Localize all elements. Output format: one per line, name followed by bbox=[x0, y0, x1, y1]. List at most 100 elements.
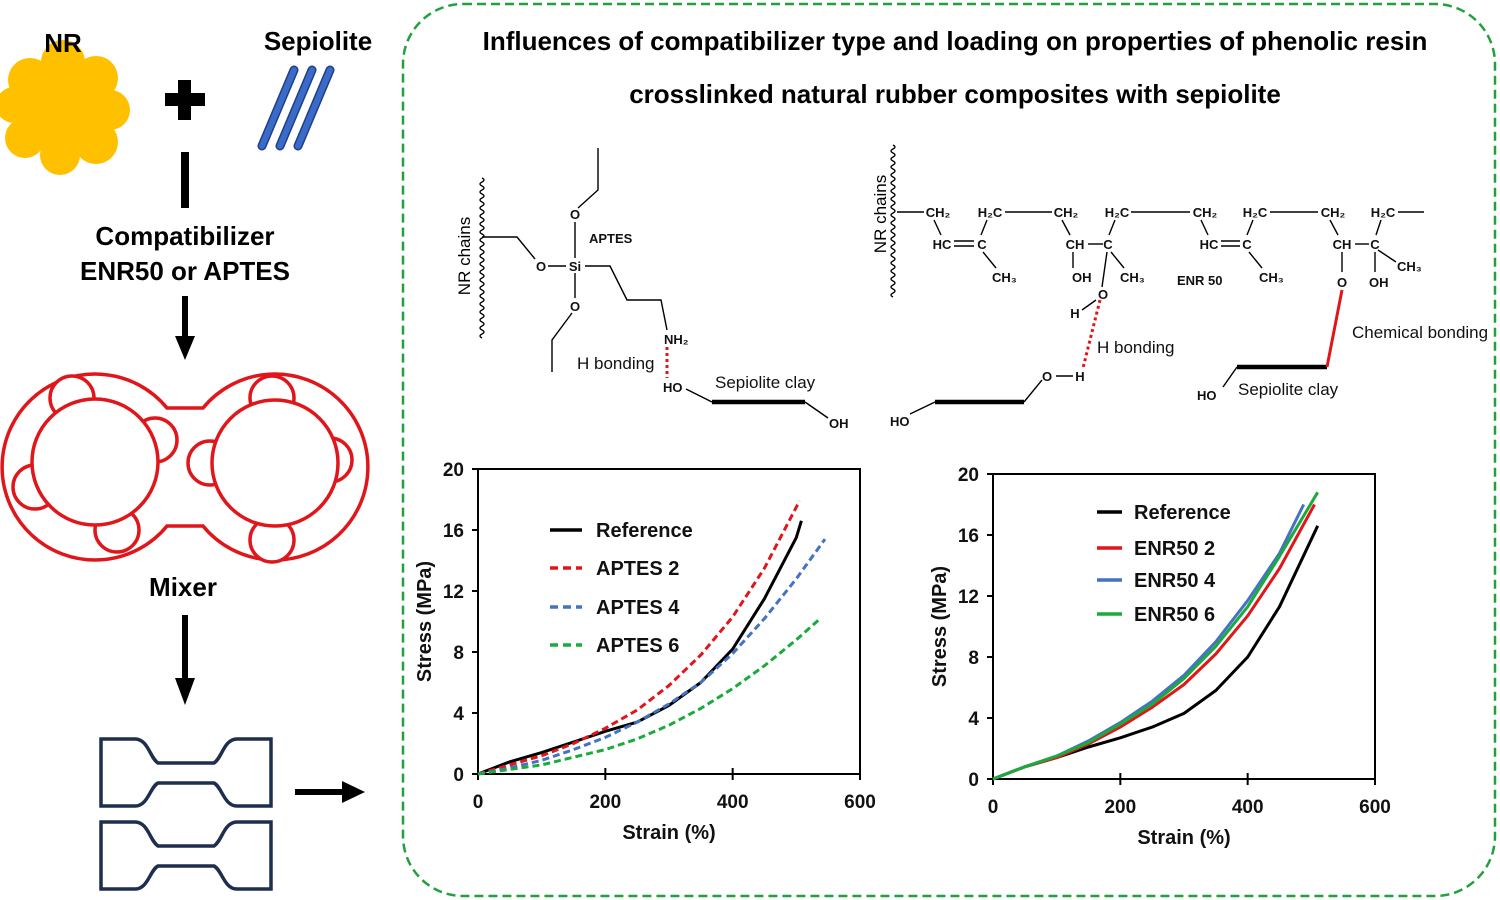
nr-chain-wavy-line bbox=[479, 177, 485, 339]
backbone-group: CH₂ bbox=[1321, 205, 1346, 220]
ch3-group: CH₃ bbox=[1397, 259, 1422, 274]
legend-label: APTES 6 bbox=[596, 635, 679, 657]
sepiolite-label: Sepiolite bbox=[264, 26, 372, 56]
y-tick-label: 16 bbox=[958, 526, 979, 547]
ho-group: HO bbox=[663, 380, 683, 395]
legend-label: Reference bbox=[1134, 502, 1231, 524]
arrow-down-icon-2 bbox=[175, 615, 195, 705]
mixer-icon bbox=[0, 372, 370, 564]
x-axis-title: Strain (%) bbox=[1137, 827, 1230, 849]
y-tick-label: 12 bbox=[443, 582, 464, 603]
x-tick-label: 400 bbox=[1232, 797, 1264, 818]
title-line-2: crosslinked natural rubber composites wi… bbox=[629, 79, 1281, 109]
backbone-group: CH₂ bbox=[1193, 205, 1218, 220]
backbone-group: CH bbox=[1333, 237, 1352, 252]
y-tick-label: 8 bbox=[968, 648, 979, 669]
nr-chains-label: NR chains bbox=[871, 175, 890, 253]
atom-o: O bbox=[536, 259, 546, 274]
backbone-group: H₂C bbox=[978, 205, 1003, 220]
backbone-group: H₂C bbox=[1243, 205, 1268, 220]
chemical-bond-line bbox=[1325, 289, 1344, 368]
enr50-label: ENR 50 bbox=[1177, 273, 1223, 288]
backbone-group: C bbox=[977, 237, 987, 252]
y-tick-label: 20 bbox=[443, 460, 464, 481]
y-tick-label: 0 bbox=[968, 770, 979, 791]
ho-group: HO bbox=[1197, 388, 1217, 403]
y-axis-title: Stress (MPa) bbox=[414, 561, 436, 682]
atom-o: O bbox=[570, 207, 580, 222]
y-tick-label: 20 bbox=[958, 465, 979, 486]
x-tick-label: 200 bbox=[589, 792, 621, 813]
oh-group: OH bbox=[829, 416, 849, 431]
plus-icon bbox=[165, 80, 205, 120]
legend-label: ENR50 2 bbox=[1134, 538, 1215, 560]
chemical-bonding-label: Chemical bonding bbox=[1352, 323, 1488, 342]
backbone-group: CH₂ bbox=[926, 205, 951, 220]
y-tick-label: 16 bbox=[443, 521, 464, 542]
x-tick-label: 0 bbox=[473, 792, 484, 813]
legend-label: ENR50 6 bbox=[1134, 604, 1215, 626]
backbone-group: CH₂ bbox=[1054, 205, 1079, 220]
x-tick-label: 600 bbox=[1359, 797, 1391, 818]
clay-o: O bbox=[1042, 369, 1052, 384]
x-axis-title: Strain (%) bbox=[622, 822, 715, 844]
aptes-label: APTES bbox=[589, 231, 633, 246]
x-tick-label: 600 bbox=[844, 792, 876, 813]
backbone-group: HC bbox=[933, 237, 952, 252]
nr-label: NR bbox=[44, 28, 82, 58]
ether-oxygen: O bbox=[1337, 275, 1347, 290]
series-line-reference bbox=[992, 525, 1320, 781]
plot-frame bbox=[992, 473, 1376, 780]
legend-label: ENR50 4 bbox=[1134, 570, 1216, 592]
results-frame bbox=[401, 2, 1497, 898]
sepiolite-clay-label: Sepiolite clay bbox=[1238, 380, 1339, 399]
nr-chain-wavy-line bbox=[890, 144, 896, 298]
y-tick-label: 0 bbox=[453, 765, 464, 786]
oh-group: OH bbox=[1369, 275, 1389, 290]
x-tick-label: 400 bbox=[717, 792, 749, 813]
compatibilizer-options: ENR50 or APTES bbox=[80, 256, 290, 286]
h-bond-line bbox=[1081, 299, 1102, 369]
clay-h: H bbox=[1075, 369, 1084, 384]
nr-chains-label: NR chains bbox=[455, 217, 474, 295]
x-tick-label: 0 bbox=[988, 797, 999, 818]
backbone-group: HC bbox=[1200, 237, 1219, 252]
ch3-group: CH₃ bbox=[992, 270, 1017, 285]
legend-label: APTES 2 bbox=[596, 558, 679, 580]
series-line-reference bbox=[477, 520, 803, 776]
legend-label: Reference bbox=[596, 520, 693, 542]
hydroxyl-h: H bbox=[1070, 306, 1079, 321]
sepiolite-clay-surface bbox=[685, 388, 713, 403]
backbone-group: CH bbox=[1066, 237, 1085, 252]
ho-group: HO bbox=[890, 414, 910, 429]
atom-si: Si bbox=[569, 259, 581, 274]
backbone-group: C bbox=[1242, 237, 1252, 252]
series-line-aptes-6 bbox=[477, 618, 820, 776]
nh2-group: NH₂ bbox=[664, 332, 689, 347]
ch3-group: CH₃ bbox=[1259, 270, 1284, 285]
backbone-group: H₂C bbox=[1105, 205, 1130, 220]
series-line-enr50-6 bbox=[992, 491, 1319, 781]
enr-scheme: NR chains bbox=[871, 144, 1488, 429]
atom-o: O bbox=[570, 299, 580, 314]
arrow-down-icon bbox=[175, 296, 195, 360]
compatibilizer-label: Compatibilizer bbox=[95, 221, 274, 251]
h-bonding-label: H bonding bbox=[1097, 338, 1175, 357]
h-bonding-label: H bonding bbox=[577, 354, 655, 373]
arrow-right-icon bbox=[295, 781, 365, 803]
mixer-label: Mixer bbox=[149, 572, 217, 602]
backbone-group: H₂C bbox=[1371, 205, 1396, 220]
title-line-1: Influences of compatibilizer type and lo… bbox=[483, 26, 1428, 56]
ch3-group: CH₃ bbox=[1120, 270, 1145, 285]
y-tick-label: 8 bbox=[453, 643, 464, 664]
x-tick-label: 200 bbox=[1104, 797, 1136, 818]
y-tick-label: 12 bbox=[958, 587, 979, 608]
oh-group: OH bbox=[1072, 270, 1092, 285]
dumbbell-specimens-icon bbox=[99, 737, 273, 891]
backbone-group: C bbox=[1103, 237, 1113, 252]
backbone-group: C bbox=[1370, 237, 1380, 252]
